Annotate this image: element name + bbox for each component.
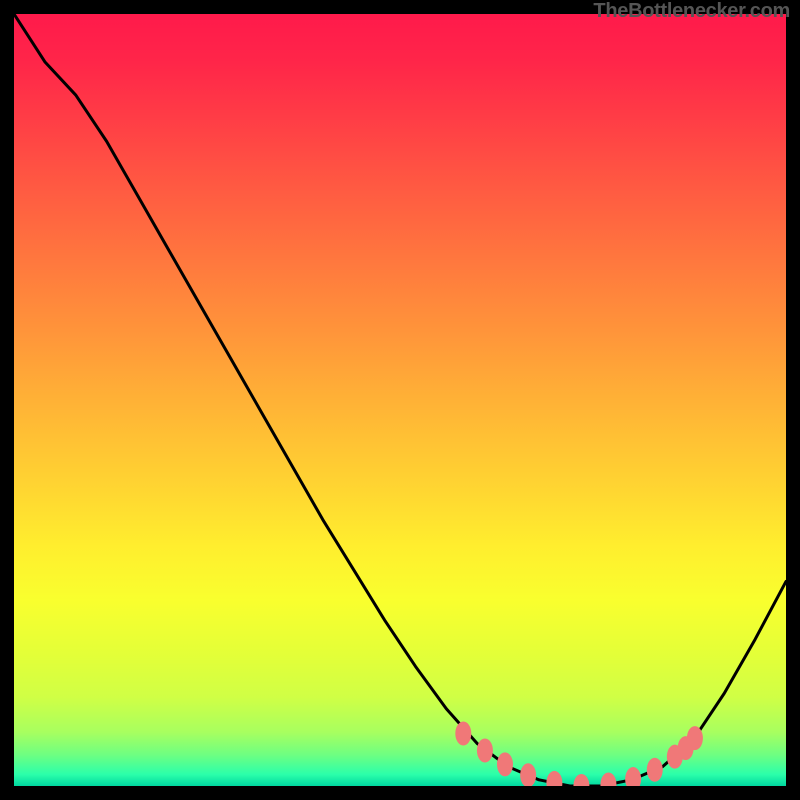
marker-dot: [477, 738, 493, 762]
marker-dot: [687, 726, 703, 750]
marker-dot: [647, 758, 663, 782]
marker-dot: [455, 722, 471, 746]
marker-dot: [497, 752, 513, 776]
attribution-label: TheBottlenecker.com: [593, 0, 790, 23]
gradient-background: [14, 14, 786, 786]
chart-svg: [14, 14, 786, 786]
plot-area: [14, 14, 786, 786]
chart-container: TheBottlenecker.com: [0, 0, 800, 800]
